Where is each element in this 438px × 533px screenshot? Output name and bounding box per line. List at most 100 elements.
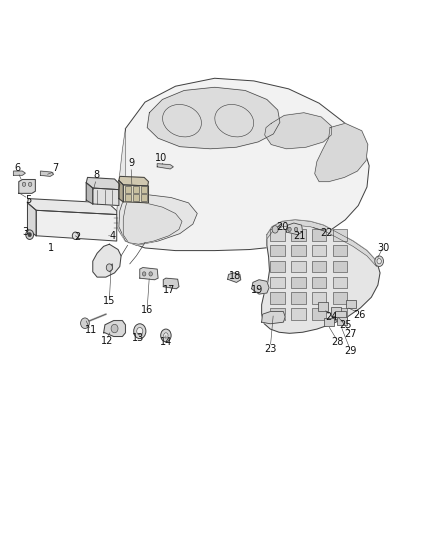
Text: 9: 9 — [128, 158, 134, 168]
Circle shape — [137, 327, 143, 335]
FancyBboxPatch shape — [312, 229, 326, 240]
Text: 25: 25 — [339, 320, 351, 330]
Circle shape — [106, 264, 113, 271]
Polygon shape — [117, 128, 125, 241]
Polygon shape — [265, 113, 331, 149]
Polygon shape — [119, 176, 148, 186]
FancyBboxPatch shape — [332, 277, 347, 288]
Polygon shape — [28, 199, 117, 215]
Text: 1: 1 — [48, 243, 54, 253]
Text: 18: 18 — [230, 271, 242, 280]
Polygon shape — [41, 171, 53, 176]
Circle shape — [72, 232, 78, 239]
FancyBboxPatch shape — [332, 309, 347, 320]
Text: 4: 4 — [110, 231, 116, 241]
Circle shape — [142, 272, 146, 276]
FancyBboxPatch shape — [270, 277, 285, 288]
Polygon shape — [93, 244, 121, 277]
Text: 2: 2 — [74, 232, 81, 243]
Text: 10: 10 — [155, 153, 168, 163]
Polygon shape — [261, 312, 285, 324]
Circle shape — [28, 232, 32, 237]
Text: 20: 20 — [276, 222, 288, 232]
FancyBboxPatch shape — [291, 277, 306, 288]
Circle shape — [161, 329, 171, 342]
Polygon shape — [19, 180, 35, 193]
Text: 27: 27 — [344, 329, 357, 340]
FancyBboxPatch shape — [270, 261, 285, 272]
Text: 23: 23 — [264, 344, 276, 354]
FancyBboxPatch shape — [312, 309, 326, 320]
Text: 22: 22 — [321, 228, 333, 238]
Polygon shape — [163, 278, 179, 289]
FancyBboxPatch shape — [331, 308, 341, 316]
FancyBboxPatch shape — [312, 277, 326, 288]
FancyBboxPatch shape — [291, 309, 306, 320]
Circle shape — [111, 324, 118, 333]
Text: 11: 11 — [85, 325, 97, 335]
Circle shape — [149, 272, 152, 276]
Circle shape — [375, 256, 384, 266]
FancyBboxPatch shape — [318, 302, 328, 311]
Text: 7: 7 — [53, 164, 59, 173]
Circle shape — [377, 259, 381, 264]
Polygon shape — [117, 78, 369, 251]
Text: 14: 14 — [160, 337, 172, 348]
Polygon shape — [110, 264, 113, 272]
Text: 19: 19 — [251, 285, 263, 295]
Polygon shape — [104, 320, 125, 336]
FancyBboxPatch shape — [141, 195, 147, 201]
Text: 5: 5 — [25, 195, 32, 205]
Text: 16: 16 — [141, 305, 153, 315]
Polygon shape — [286, 223, 303, 235]
Text: 3: 3 — [22, 227, 28, 237]
FancyBboxPatch shape — [332, 245, 347, 256]
FancyBboxPatch shape — [141, 187, 147, 193]
FancyBboxPatch shape — [125, 187, 131, 193]
Polygon shape — [119, 192, 197, 245]
Text: 26: 26 — [353, 310, 365, 320]
Circle shape — [272, 225, 278, 233]
FancyBboxPatch shape — [291, 245, 306, 256]
Polygon shape — [228, 273, 241, 282]
Polygon shape — [86, 183, 93, 204]
FancyBboxPatch shape — [270, 309, 285, 320]
Circle shape — [81, 318, 89, 328]
Polygon shape — [36, 211, 117, 241]
Text: 29: 29 — [344, 346, 357, 357]
Circle shape — [28, 182, 32, 187]
Text: 13: 13 — [132, 333, 145, 343]
Text: 15: 15 — [103, 296, 116, 306]
FancyBboxPatch shape — [270, 245, 285, 256]
Polygon shape — [14, 171, 25, 175]
Polygon shape — [123, 200, 182, 244]
FancyBboxPatch shape — [270, 229, 285, 240]
FancyBboxPatch shape — [291, 229, 306, 240]
Polygon shape — [157, 164, 173, 169]
Polygon shape — [119, 181, 123, 202]
Polygon shape — [267, 220, 377, 266]
Text: 17: 17 — [163, 285, 175, 295]
Circle shape — [164, 333, 168, 338]
FancyBboxPatch shape — [133, 187, 139, 193]
Polygon shape — [86, 177, 120, 190]
FancyBboxPatch shape — [291, 293, 306, 304]
FancyBboxPatch shape — [346, 300, 356, 309]
FancyBboxPatch shape — [312, 245, 326, 256]
FancyBboxPatch shape — [125, 195, 131, 201]
Polygon shape — [147, 87, 280, 149]
FancyBboxPatch shape — [332, 229, 347, 240]
FancyBboxPatch shape — [312, 293, 326, 304]
Circle shape — [22, 182, 26, 187]
FancyBboxPatch shape — [337, 317, 347, 325]
Text: 28: 28 — [331, 337, 343, 348]
FancyBboxPatch shape — [133, 195, 139, 201]
FancyBboxPatch shape — [312, 261, 326, 272]
Text: 12: 12 — [101, 336, 113, 346]
FancyBboxPatch shape — [324, 318, 334, 326]
FancyBboxPatch shape — [332, 261, 347, 272]
Polygon shape — [261, 220, 380, 333]
Circle shape — [294, 227, 298, 231]
FancyBboxPatch shape — [270, 293, 285, 304]
Polygon shape — [93, 188, 119, 206]
